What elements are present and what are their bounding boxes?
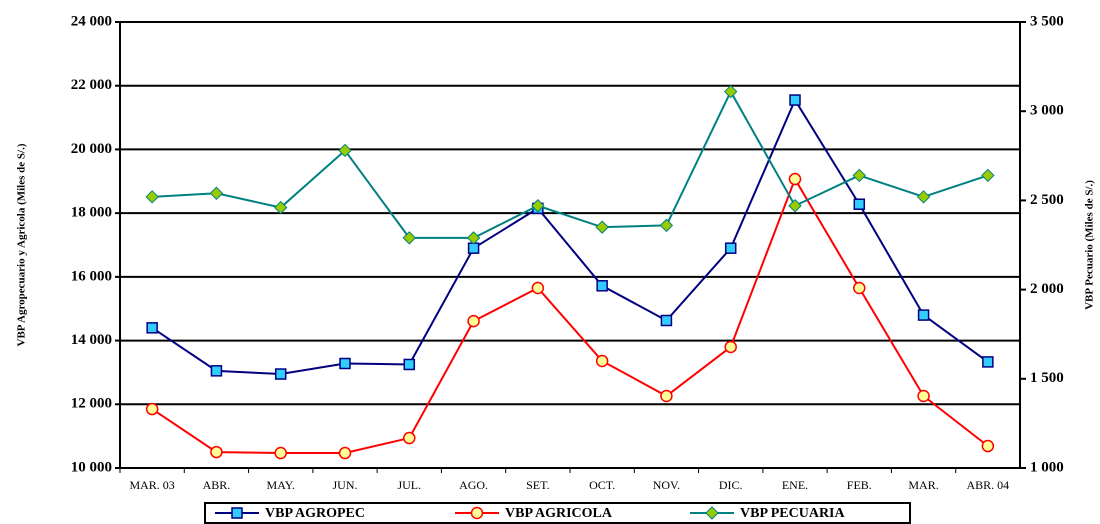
series-line: [151, 176, 989, 455]
series-line: [152, 89, 989, 239]
data-point: [274, 200, 288, 215]
data-point: [917, 389, 930, 403]
data-point: [852, 168, 866, 183]
series-line: [151, 97, 989, 376]
y-tick-label: 16 000: [71, 268, 112, 284]
y-tick-label: 20 000: [71, 141, 112, 157]
y-tick-label: 22 000: [71, 77, 112, 93]
data-point: [210, 445, 223, 459]
data-point: [403, 431, 416, 445]
legend-marker: [231, 507, 243, 519]
legend-box: [204, 502, 911, 524]
data-point: [789, 94, 801, 106]
data-point: [916, 190, 931, 204]
data-point: [466, 231, 481, 245]
legend-label: VBP PECUARIA: [740, 506, 846, 521]
y2-axis-label: VBP Pecuario (Miles de S/.): [1084, 180, 1096, 310]
data-point: [145, 190, 159, 204]
data-point: [146, 322, 158, 334]
x-tick-label: JUL.: [397, 478, 421, 492]
legend-marker: [705, 506, 719, 520]
data-point: [403, 358, 416, 371]
legend-label: VBP AGROPEC: [265, 506, 365, 521]
x-tick-label: JUN.: [332, 478, 357, 492]
x-tick-label: MAY.: [267, 478, 295, 492]
data-point: [402, 231, 416, 245]
data-point: [853, 281, 866, 295]
data-point: [982, 356, 994, 368]
x-tick-label: MAR. 03: [129, 478, 174, 492]
data-point: [660, 389, 673, 403]
data-point: [274, 368, 287, 380]
data-point: [467, 314, 480, 328]
y-tick-label: 18 000: [71, 205, 112, 221]
y-axis-label: VBP Agropecuario y Agricola (Miles de S/…: [16, 143, 28, 346]
data-point: [917, 309, 930, 321]
y-tick-label: 12 000: [71, 396, 112, 412]
plot-frame: [119, 21, 1021, 469]
y2-tick-label: 2 500: [1030, 192, 1064, 208]
data-point: [788, 199, 802, 213]
x-tick-label: AGO.: [459, 478, 488, 492]
data-point: [724, 84, 738, 99]
data-point: [338, 143, 352, 158]
data-point: [274, 446, 287, 460]
data-point: [209, 186, 224, 200]
y2-tick-label: 3 000: [1030, 103, 1064, 119]
y2-tick-label: 1 500: [1030, 370, 1064, 386]
x-tick-label: ABR. 04: [967, 478, 1010, 492]
data-point: [660, 314, 673, 327]
data-point: [981, 168, 995, 183]
y2-tick-label: 1 000: [1030, 459, 1064, 475]
data-point: [531, 199, 545, 213]
data-point: [788, 172, 802, 186]
legend-label: VBP AGRICOLA: [505, 506, 613, 521]
data-point: [596, 280, 608, 292]
x-tick-label: ABR.: [203, 478, 231, 492]
x-tick-label: OCT.: [589, 478, 615, 492]
y-tick-label: 10 000: [71, 459, 112, 475]
data-point: [467, 242, 480, 254]
data-point: [724, 340, 737, 354]
x-tick-label: NOV.: [653, 478, 680, 492]
y2-tick-label: 2 000: [1030, 281, 1064, 297]
data-point: [531, 281, 545, 295]
data-point: [659, 218, 674, 233]
data-point: [853, 198, 866, 210]
data-point: [595, 354, 609, 368]
y2-tick-label: 3 500: [1030, 13, 1064, 29]
y-tick-label: 14 000: [71, 332, 112, 348]
x-tick-label: DIC.: [719, 478, 743, 492]
x-tick-label: SET.: [526, 478, 549, 492]
x-tick-label: ENE.: [782, 478, 808, 492]
data-point: [145, 402, 159, 416]
data-point: [595, 220, 609, 234]
data-point: [338, 446, 352, 460]
data-point: [981, 439, 995, 453]
data-point: [210, 365, 223, 377]
x-tick-label: FEB.: [847, 478, 872, 492]
legend-marker: [470, 506, 484, 520]
data-point: [724, 242, 737, 254]
x-tick-label: MAR.: [908, 478, 938, 492]
y-tick-label: 24 000: [71, 13, 112, 29]
data-point: [339, 357, 351, 370]
